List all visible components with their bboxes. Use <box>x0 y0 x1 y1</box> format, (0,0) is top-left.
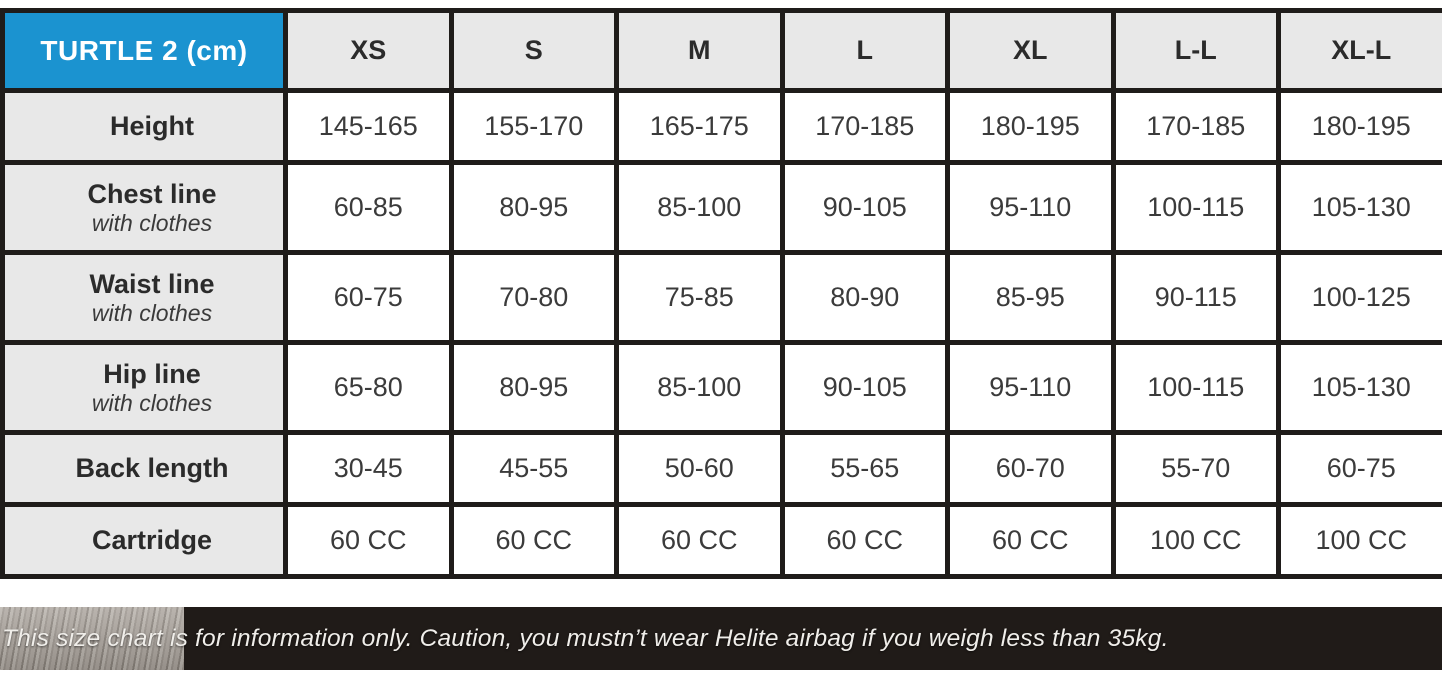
column-header-xl: XL <box>945 8 1116 93</box>
size-value-cell: 165-175 <box>614 88 785 165</box>
row-sublabel-text: with clothes <box>91 299 213 326</box>
size-value-cell: 85-100 <box>614 160 785 255</box>
table-row: Hip line with clothes 65-80 80-95 85-100 90-1… <box>0 340 1442 435</box>
table-row: Chest line with clothes 60-85 80-95 85-100 90… <box>0 160 1442 255</box>
row-label: Waist line with clothes <box>0 250 288 345</box>
size-value-cell: 95-110 <box>945 340 1116 435</box>
row-label-text: Height <box>110 110 194 141</box>
size-value-cell: 60-75 <box>283 250 454 345</box>
size-value-cell: 30-45 <box>283 430 454 507</box>
size-value-cell: 70-80 <box>448 250 619 345</box>
size-value-cell: 100-125 <box>1276 250 1442 345</box>
size-value-cell: 45-55 <box>448 430 619 507</box>
size-value-cell: 170-185 <box>1110 88 1281 165</box>
size-chart-table: TURTLE 2 (cm) XS S M L XL L-L XL-L Height 145-1… <box>0 8 1442 579</box>
column-header-m: M <box>614 8 785 93</box>
row-label-text: Hip line <box>103 358 201 389</box>
table-row: Waist line with clothes 60-75 70-80 75-85 80-… <box>0 250 1442 345</box>
row-sublabel-text: with clothes <box>91 389 213 416</box>
size-value-cell: 180-195 <box>945 88 1116 165</box>
size-value-cell: 85-100 <box>614 340 785 435</box>
row-label-text: Cartridge <box>91 524 213 555</box>
size-value-cell: 180-195 <box>1276 88 1442 165</box>
table-title-cell: TURTLE 2 (cm) <box>0 8 288 93</box>
size-value-cell: 65-80 <box>283 340 454 435</box>
row-sublabel-text: with clothes <box>91 209 213 236</box>
size-value-cell: 145-165 <box>283 88 454 165</box>
size-value-cell: 60 CC <box>283 502 454 579</box>
size-value-cell: 80-95 <box>448 160 619 255</box>
row-label-text: Back length <box>75 452 229 483</box>
column-header-xl-l: XL-L <box>1276 8 1442 93</box>
size-value-cell: 55-70 <box>1110 430 1281 507</box>
brushed-texture-decoration <box>0 607 184 670</box>
size-value-cell: 60-75 <box>1276 430 1442 507</box>
row-label: Chest line with clothes <box>0 160 288 255</box>
disclaimer-text: This size chart is for information only.… <box>2 624 1169 652</box>
size-value-cell: 90-105 <box>779 160 950 255</box>
column-header-l: L <box>779 8 950 93</box>
size-value-cell: 80-90 <box>779 250 950 345</box>
size-value-cell: 90-105 <box>779 340 950 435</box>
size-value-cell: 100 CC <box>1276 502 1442 579</box>
size-value-cell: 170-185 <box>779 88 950 165</box>
size-value-cell: 60 CC <box>614 502 785 579</box>
size-value-cell: 55-65 <box>779 430 950 507</box>
row-label-text: Waist line <box>89 268 215 299</box>
table-row: Cartridge 60 CC 60 CC 60 CC 60 CC 60 CC 100 CC… <box>0 502 1442 579</box>
row-label: Hip line with clothes <box>0 340 288 435</box>
row-label: Back length <box>0 430 288 507</box>
size-value-cell: 100 CC <box>1110 502 1281 579</box>
size-value-cell: 60 CC <box>448 502 619 579</box>
size-value-cell: 105-130 <box>1276 160 1442 255</box>
row-label: Cartridge <box>0 502 288 579</box>
column-header-s: S <box>448 8 619 93</box>
table-row: Back length 30-45 45-55 50-60 55-65 60-70 55-7… <box>0 430 1442 507</box>
size-value-cell: 60-70 <box>945 430 1116 507</box>
size-value-cell: 60 CC <box>779 502 950 579</box>
size-value-cell: 50-60 <box>614 430 785 507</box>
size-value-cell: 85-95 <box>945 250 1116 345</box>
column-header-l-l: L-L <box>1110 8 1281 93</box>
size-value-cell: 75-85 <box>614 250 785 345</box>
row-label: Height <box>0 88 288 165</box>
size-value-cell: 60-85 <box>283 160 454 255</box>
size-value-cell: 155-170 <box>448 88 619 165</box>
size-value-cell: 100-115 <box>1110 340 1281 435</box>
size-value-cell: 95-110 <box>945 160 1116 255</box>
size-value-cell: 105-130 <box>1276 340 1442 435</box>
column-header-xs: XS <box>283 8 454 93</box>
row-label-text: Chest line <box>87 178 217 209</box>
size-value-cell: 100-115 <box>1110 160 1281 255</box>
size-value-cell: 60 CC <box>945 502 1116 579</box>
size-value-cell: 80-95 <box>448 340 619 435</box>
size-value-cell: 90-115 <box>1110 250 1281 345</box>
footer-disclaimer-bar: This size chart is for information only.… <box>0 607 1442 670</box>
table-row: Height 145-165 155-170 165-175 170-185 180-19… <box>0 88 1442 165</box>
header-row: TURTLE 2 (cm) XS S M L XL L-L XL-L <box>0 8 1442 93</box>
